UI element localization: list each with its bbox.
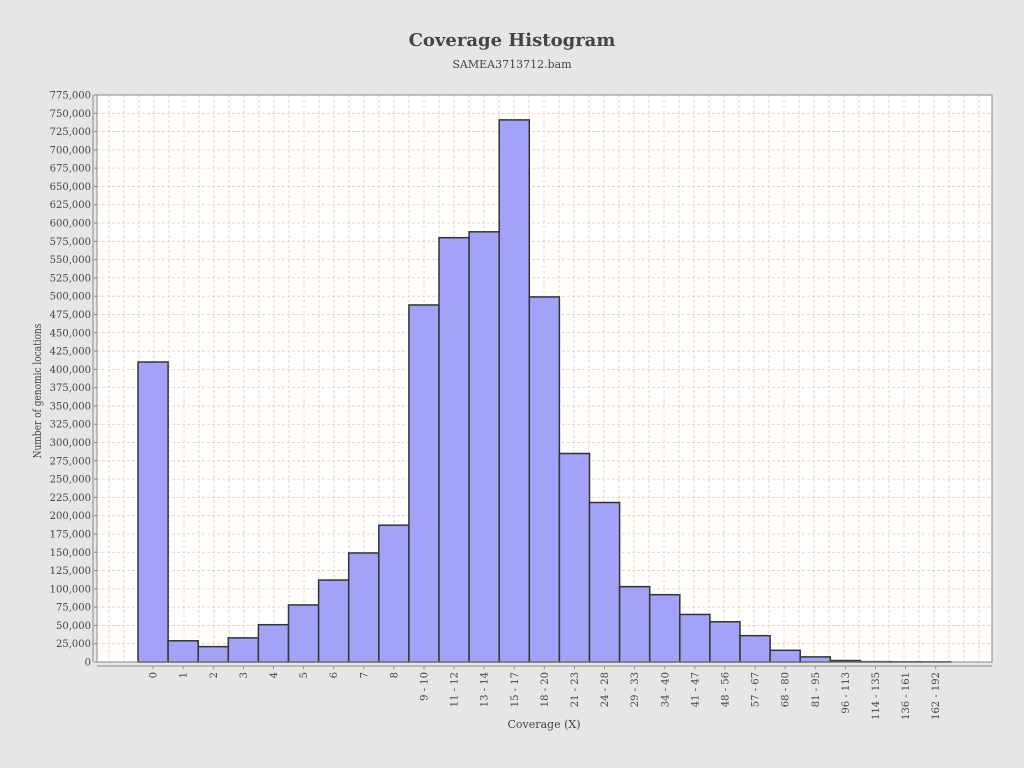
y-tick-label: 400,000	[50, 365, 91, 376]
x-tick-label: 6	[329, 672, 340, 678]
y-tick-label: 575,000	[50, 237, 91, 248]
y-tick-label: 100,000	[50, 584, 91, 595]
bar	[498, 119, 531, 663]
x-tick-label: 57 - 67	[751, 672, 762, 707]
x-tick-label: 162 - 192	[931, 672, 942, 720]
y-tick-label: 75,000	[56, 603, 91, 614]
y-tick-label: 425,000	[50, 347, 91, 358]
x-tick-label: 18 - 20	[540, 672, 551, 707]
y-tick-label: 600,000	[50, 219, 91, 230]
bar	[648, 593, 681, 663]
chart-subtitle: SAMEA3713712.bam	[452, 58, 572, 71]
x-tick-label: 3	[239, 672, 250, 678]
y-tick-label: 625,000	[50, 200, 91, 211]
x-tick-label: 1	[179, 672, 190, 678]
x-tick-label: 29 - 33	[630, 672, 641, 707]
x-tick-label: 5	[299, 672, 310, 678]
bar	[558, 452, 591, 663]
bar	[468, 231, 500, 663]
y-tick-label: 550,000	[50, 255, 91, 266]
x-tick-label: 13 - 14	[480, 672, 491, 707]
y-tick-label: 275,000	[50, 456, 91, 467]
chart-title: Coverage Histogram	[408, 30, 616, 51]
y-tick-label: 375,000	[50, 383, 91, 394]
bar	[739, 634, 771, 663]
y-axis-label: Number of genomic locations	[32, 324, 44, 459]
y-tick-label: 225,000	[50, 493, 91, 504]
bar	[709, 621, 741, 663]
y-tick-label: 525,000	[50, 273, 91, 284]
bar	[347, 552, 380, 663]
y-tick-label: 25,000	[56, 639, 91, 650]
x-tick-label: 136 - 161	[901, 672, 912, 720]
y-tick-label: 250,000	[50, 475, 91, 486]
x-tick-label: 48 - 56	[720, 672, 731, 707]
bar	[287, 604, 320, 663]
y-axis-ticks: 0 25,000 50,000 75,000 100,000 125,000 150,000…	[50, 91, 97, 669]
x-tick-label: 34 - 40	[660, 672, 671, 707]
y-tick-label: 725,000	[50, 127, 91, 138]
x-axis-ticks: 0 1 2 3 4 5 6 7 8 9 - 10 11 - 12 13 - 14 15 - 17 18 -…	[149, 666, 942, 720]
y-tick-label: 200,000	[50, 511, 91, 522]
y-tick-label: 675,000	[50, 164, 91, 175]
y-tick-label: 150,000	[50, 548, 91, 559]
x-tick-label: 24 - 28	[600, 672, 611, 707]
bar	[167, 640, 199, 663]
x-tick-label: 68 - 80	[781, 672, 792, 707]
x-tick-label: 9 - 10	[419, 672, 430, 701]
x-tick-label: 81 - 95	[811, 672, 822, 707]
x-tick-label: 7	[359, 672, 370, 678]
bar	[197, 645, 230, 663]
x-tick-label: 2	[209, 672, 220, 678]
bar	[618, 585, 651, 663]
bar	[588, 501, 621, 663]
y-tick-label: 775,000	[50, 91, 91, 102]
bar	[528, 296, 561, 663]
bar	[408, 304, 440, 663]
y-tick-label: 350,000	[50, 401, 91, 412]
bar	[378, 524, 410, 663]
x-tick-label: 21 - 23	[570, 672, 581, 707]
bar	[227, 637, 260, 663]
bar	[769, 649, 801, 663]
y-tick-label: 175,000	[50, 529, 91, 540]
x-tick-label: 11 - 12	[450, 672, 461, 707]
y-tick-label: 700,000	[50, 145, 91, 156]
y-tick-label: 300,000	[50, 438, 91, 449]
bar	[317, 579, 350, 663]
x-tick-label: 4	[269, 672, 280, 678]
y-tick-label: 325,000	[50, 420, 91, 431]
x-tick-label: 114 - 135	[871, 672, 882, 720]
bars	[137, 119, 952, 663]
x-tick-label: 0	[149, 672, 160, 678]
y-tick-label: 125,000	[50, 566, 91, 577]
y-tick-label: 750,000	[50, 109, 91, 120]
x-tick-label: 96 - 113	[841, 672, 852, 714]
x-axis-label: Coverage (X)	[507, 718, 580, 731]
y-tick-label: 500,000	[50, 292, 91, 303]
x-tick-label: 15 - 17	[510, 672, 521, 707]
bar	[799, 656, 832, 663]
y-tick-label: 650,000	[50, 182, 91, 193]
y-tick-label: 450,000	[50, 328, 91, 339]
y-tick-label: 475,000	[50, 310, 91, 321]
bar	[438, 236, 470, 663]
bar	[137, 361, 169, 663]
x-tick-label: 41 - 47	[690, 672, 701, 707]
plot-border	[96, 94, 993, 663]
x-tick-label: 8	[389, 672, 400, 678]
y-tick-label: 0	[85, 658, 91, 669]
bar	[257, 623, 290, 663]
bar	[679, 613, 711, 663]
y-tick-label: 50,000	[56, 621, 91, 632]
